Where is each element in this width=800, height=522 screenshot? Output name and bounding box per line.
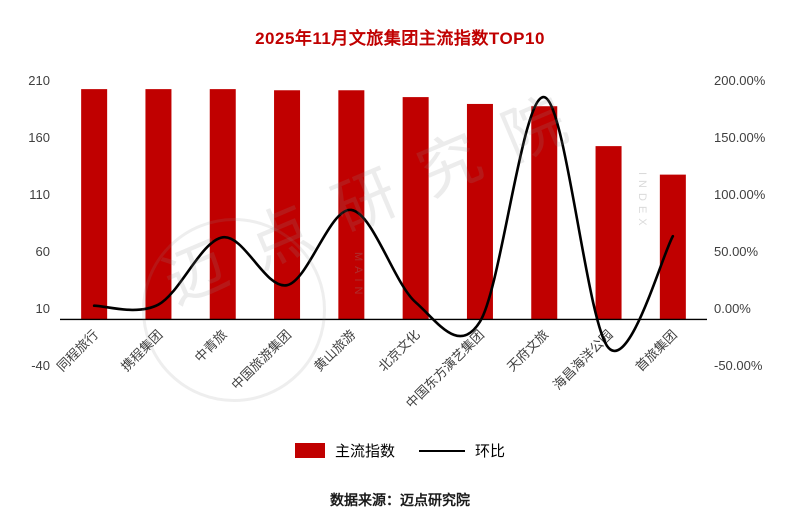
- bar-北京文化: [402, 97, 429, 320]
- right-axis-tick: 100.00%: [714, 187, 766, 202]
- bar-黄山旅游: [338, 90, 365, 320]
- legend: 主流指数 环比: [0, 440, 800, 461]
- combo-chart: 210 160 110 60 10 -40 200.00% 150.00% 100.00% 50.…: [28, 73, 766, 411]
- category-label: 中青旅: [192, 327, 230, 365]
- line-series: [92, 95, 675, 353]
- legend-line-label: 环比: [475, 443, 506, 460]
- left-axis-tick: 210: [28, 73, 50, 88]
- category-label: 首旅集团: [633, 327, 680, 374]
- chart-title: 2025年11月文旅集团主流指数TOP10: [255, 29, 545, 48]
- left-axis-tick: -40: [31, 358, 50, 373]
- legend-bar-label: 主流指数: [334, 443, 395, 460]
- right-axis-tick: 150.00%: [714, 130, 766, 145]
- right-axis-tick: -50.00%: [714, 358, 763, 373]
- bar-同程旅行: [81, 89, 108, 320]
- category-label: 天府文旅: [504, 327, 551, 374]
- left-axis-tick: 160: [28, 130, 50, 145]
- left-axis-tick: 60: [36, 244, 50, 259]
- left-axis-tick: 10: [36, 301, 50, 316]
- bar-海昌海洋公园: [595, 146, 622, 320]
- category-label: 同程旅行: [54, 327, 101, 374]
- category-label: 北京文化: [375, 327, 422, 374]
- category-label: 中国旅游集团: [228, 327, 294, 393]
- bar-中青旅: [209, 89, 236, 320]
- legend-line-swatch: [419, 449, 465, 452]
- legend-bar-swatch: [294, 443, 325, 458]
- category-label: 黄山旅游: [311, 327, 358, 374]
- left-axis-tick: 110: [29, 187, 50, 202]
- right-axis-tick: 50.00%: [714, 244, 759, 259]
- bar-中国东方演艺集团: [466, 103, 493, 320]
- category-label: 携程集团: [118, 327, 165, 374]
- right-axis-tick: 200.00%: [714, 73, 766, 88]
- bar-携程集团: [145, 89, 172, 320]
- data-source: 数据来源：迈点研究院: [330, 492, 470, 508]
- bar-首旅集团: [659, 174, 686, 320]
- right-axis-tick: 0.00%: [714, 301, 751, 316]
- bar-天府文旅: [531, 106, 558, 320]
- category-label: 海昌海洋公园: [550, 327, 616, 393]
